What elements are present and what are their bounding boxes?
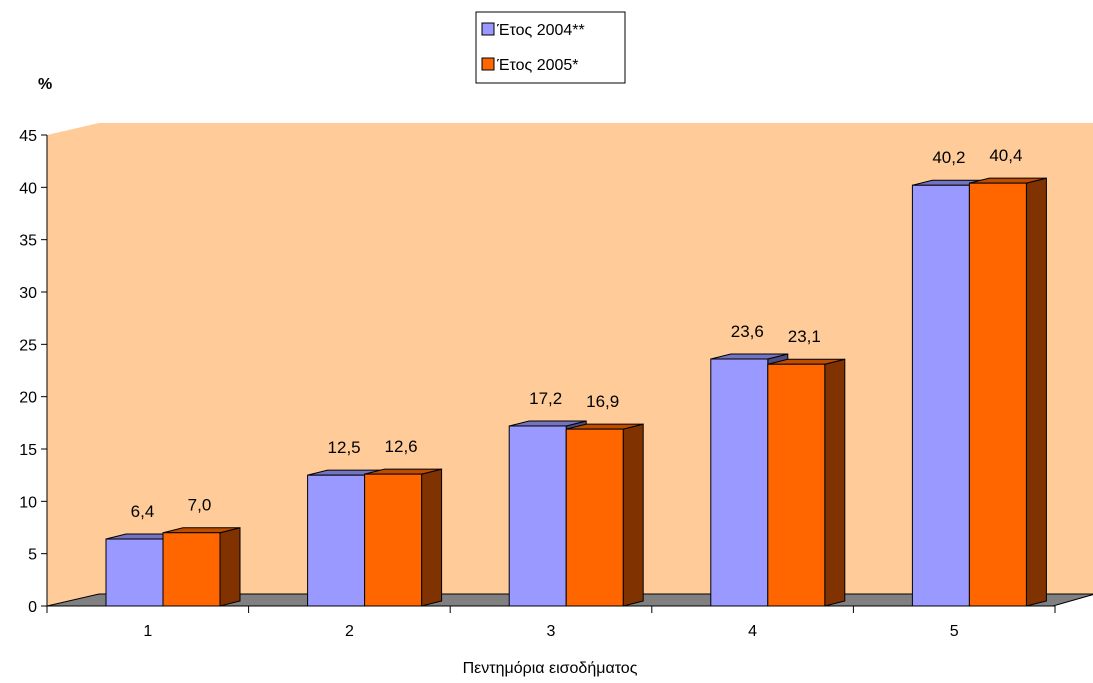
x-tick-label: 3 <box>547 623 556 640</box>
x-axis-title: Πεντημόρια εισοδήματος <box>463 660 638 677</box>
y-axis-title: % <box>38 76 52 93</box>
legend-label-2004: Έτος 2004** <box>496 22 585 39</box>
bars <box>105 177 1047 607</box>
y-tick-label: 45 <box>19 128 37 145</box>
bar <box>968 177 1047 607</box>
data-label: 12,5 <box>328 438 361 457</box>
data-label: 16,9 <box>586 392 619 411</box>
data-labels: 6,4 7,0 12,5 12,6 17,2 16,9 23,6 23,1 40,2 40,4 <box>131 146 1023 521</box>
bar <box>364 468 443 607</box>
legend-box <box>475 11 626 84</box>
bar-front <box>508 425 567 607</box>
x-tick-label: 4 <box>748 623 757 640</box>
legend: Έτος 2004** Έτος 2005* <box>475 11 626 84</box>
legend-swatch-2004 <box>481 22 495 36</box>
bar-side <box>622 423 644 607</box>
data-label: 40,4 <box>989 146 1022 165</box>
legend-label-2005: Έτος 2005* <box>496 57 579 74</box>
bar-front <box>307 474 366 607</box>
bar-front <box>911 184 970 607</box>
bar-side <box>824 358 846 607</box>
y-tick-label: 15 <box>19 442 37 459</box>
bar-side <box>1025 177 1047 607</box>
bar-front <box>364 473 423 607</box>
y-tick-label: 30 <box>19 285 37 302</box>
y-tick-label: 10 <box>19 494 37 511</box>
y-tick-label: 5 <box>28 547 37 564</box>
data-label: 7,0 <box>188 496 212 515</box>
data-label: 23,6 <box>731 322 764 341</box>
bar <box>767 358 846 607</box>
y-tick-label: 35 <box>19 233 37 250</box>
data-label: 17,2 <box>529 389 562 408</box>
y-tick-label: 0 <box>28 599 37 616</box>
y-tick-label: 40 <box>19 180 37 197</box>
data-label: 6,4 <box>131 502 155 521</box>
y-tick-label: 20 <box>19 390 37 407</box>
bar-front <box>710 358 769 607</box>
y-tick-label: 25 <box>19 337 37 354</box>
data-label: 40,2 <box>932 148 965 167</box>
bar <box>162 527 241 607</box>
bar-side <box>219 527 241 607</box>
bar-front <box>767 363 826 607</box>
legend-swatch-2005 <box>481 57 495 71</box>
data-label: 23,1 <box>788 327 821 346</box>
x-tick-label: 2 <box>345 623 354 640</box>
bar-front <box>105 538 164 607</box>
bar-front <box>968 182 1027 607</box>
x-tick-label: 5 <box>950 623 959 640</box>
x-tick-label: 1 <box>143 623 152 640</box>
bar-front <box>565 428 624 607</box>
bar-side <box>421 468 443 607</box>
bar-front <box>162 532 221 607</box>
data-label: 12,6 <box>385 437 418 456</box>
bar <box>565 423 644 607</box>
